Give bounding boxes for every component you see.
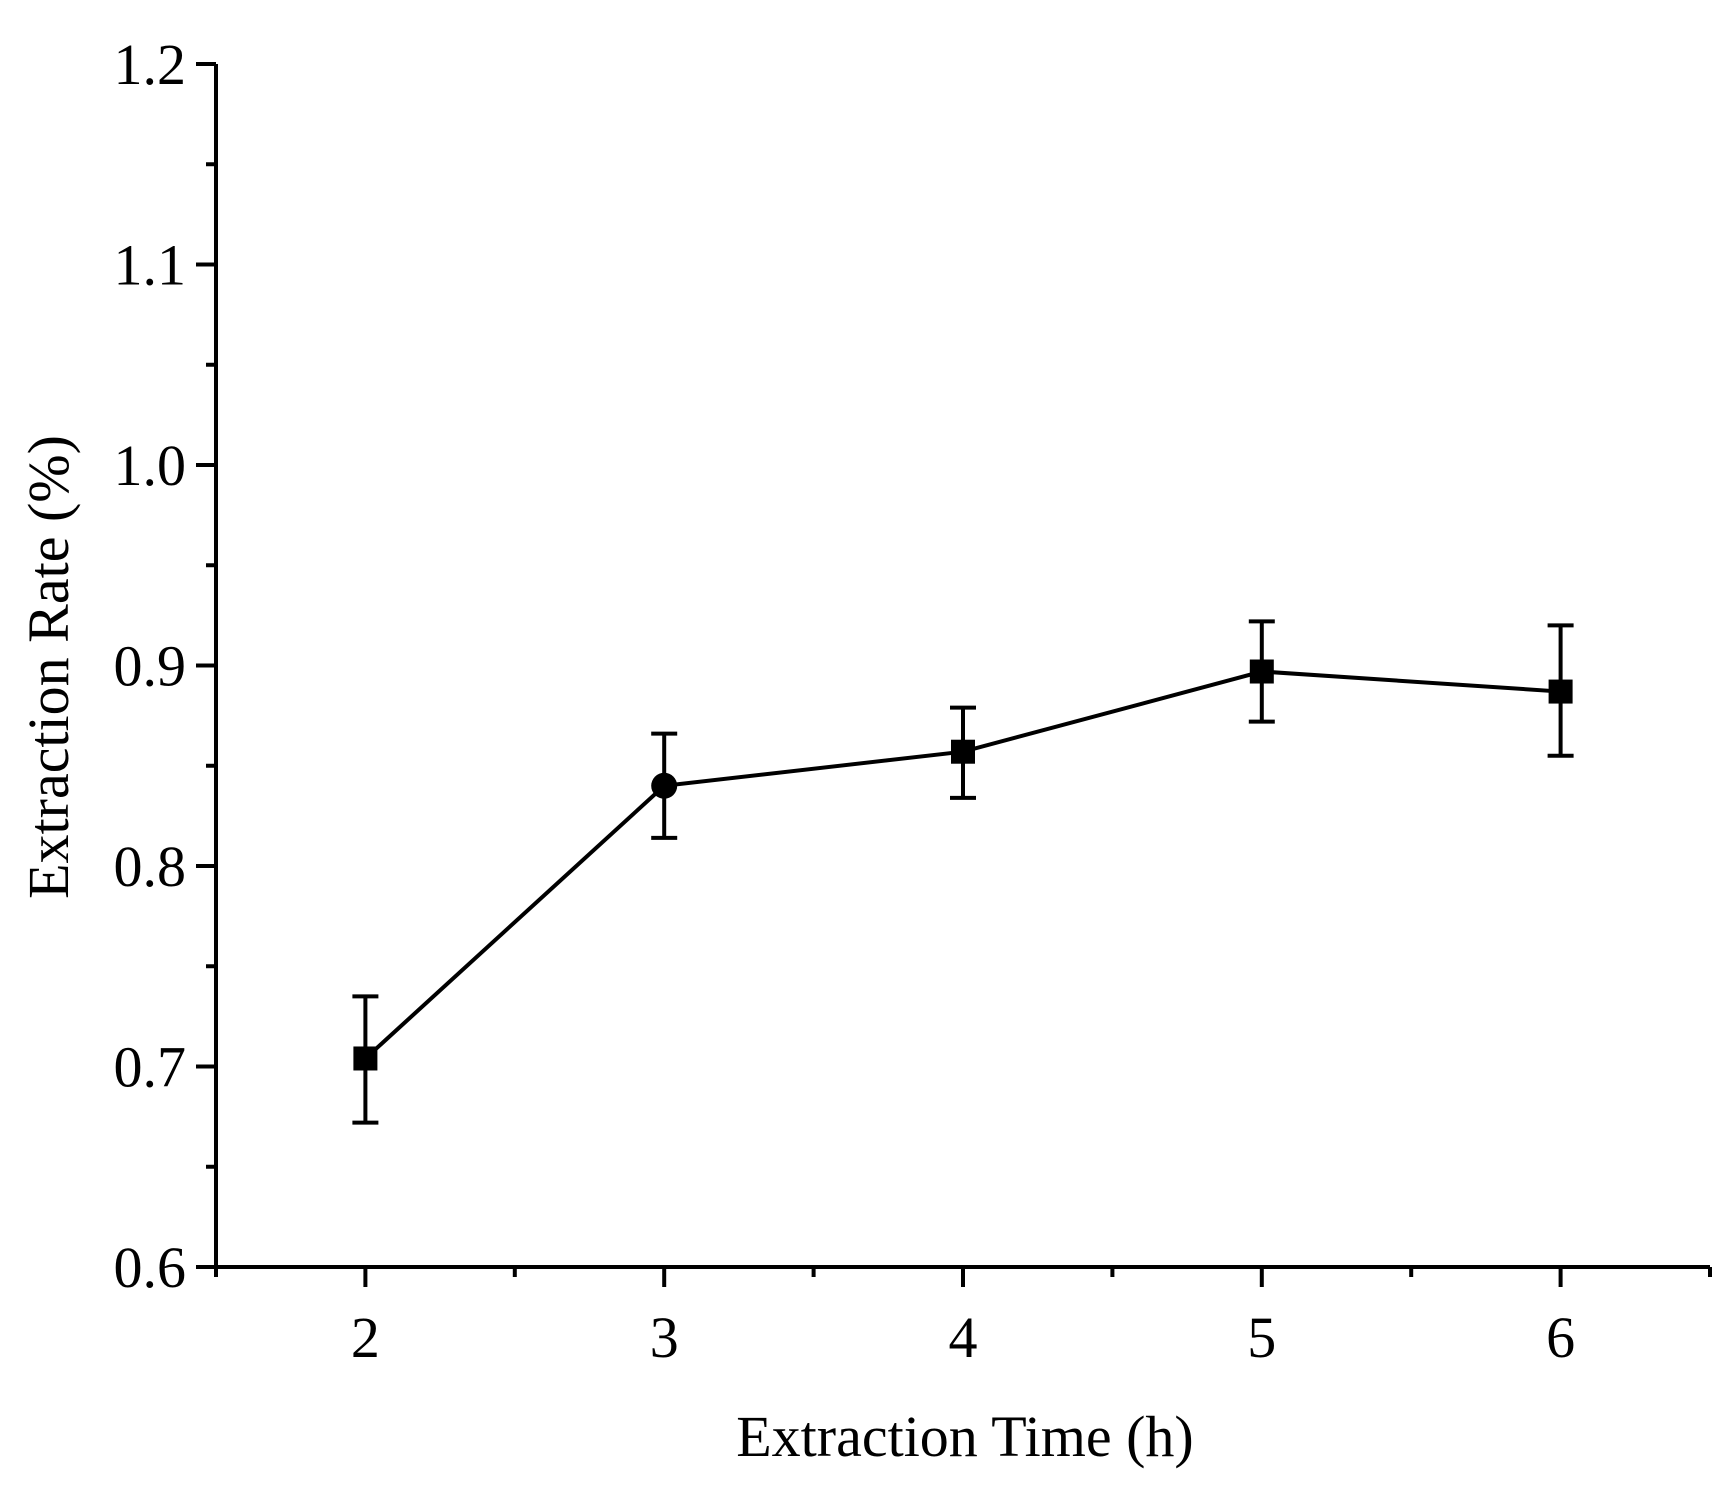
x-tick-label: 6 <box>1546 1305 1575 1370</box>
data-point-marker <box>951 739 975 764</box>
x-tick-label: 3 <box>650 1305 679 1370</box>
data-point-marker <box>1548 679 1573 704</box>
x-axis-title: Extraction Time (h) <box>736 1404 1194 1469</box>
data-point-marker <box>353 1046 378 1071</box>
x-tick-label: 2 <box>351 1305 380 1370</box>
series <box>352 619 1574 1125</box>
y-tick-label: 1.0 <box>114 433 187 498</box>
ticks <box>196 62 1712 1287</box>
data-point-marker <box>1249 659 1274 684</box>
x-tick-label: 4 <box>949 1305 978 1370</box>
data-point-marker <box>651 772 678 799</box>
y-tick-label: 0.9 <box>114 634 187 699</box>
y-tick-label: 0.7 <box>114 1035 187 1100</box>
y-tick-label: 0.6 <box>114 1235 187 1300</box>
y-axis-title: Extraction Rate (%) <box>16 435 81 899</box>
axes <box>214 64 1710 1269</box>
y-tick-label: 1.1 <box>114 233 187 298</box>
tick-labels: 0.6 0.7 0.8 0.9 1.0 1.1 1.2 2 3 4 5 6 <box>114 32 1576 1370</box>
x-tick-label: 5 <box>1247 1305 1276 1370</box>
y-tick-label: 1.2 <box>114 32 187 97</box>
y-tick-label: 0.8 <box>114 834 187 899</box>
